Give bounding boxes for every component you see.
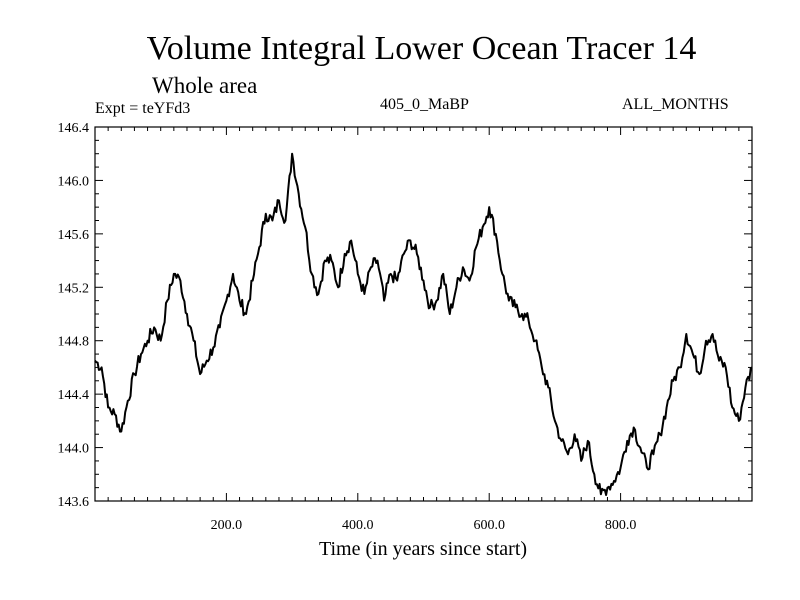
experiment-label: Expt = teYFd3 (95, 100, 191, 117)
y-tick-label: 144.0 (58, 442, 90, 457)
y-tick-label: 146.4 (58, 121, 90, 136)
y-tick-label: 146.0 (58, 174, 90, 189)
x-axis-label: Time (in years since start) (319, 538, 527, 560)
x-tick-label: 200.0 (211, 518, 243, 533)
x-tick-label: 400.0 (342, 518, 374, 533)
axis-ticks (95, 126, 752, 502)
plot-frame (94, 126, 753, 502)
series-line (94, 152, 753, 496)
tick-labels: 143.6 144.0 144.4 144.8 145.2 145.6 146.0 146.4… (58, 121, 637, 533)
x-tick-label: 800.0 (605, 518, 637, 533)
chart-subtitle: Whole area (152, 73, 258, 98)
chart-title: Volume Integral Lower Ocean Tracer 14 (146, 30, 697, 67)
y-tick-label: 145.6 (58, 228, 90, 243)
period-label: ALL_MONTHS (622, 96, 729, 113)
y-tick-label: 144.8 (58, 335, 90, 350)
run-label: 405_0_MaBP (380, 96, 469, 113)
y-tick-label: 144.4 (58, 388, 90, 403)
y-tick-label: 143.6 (58, 495, 90, 510)
y-tick-label: 145.2 (58, 281, 90, 296)
x-tick-label: 600.0 (473, 518, 505, 533)
